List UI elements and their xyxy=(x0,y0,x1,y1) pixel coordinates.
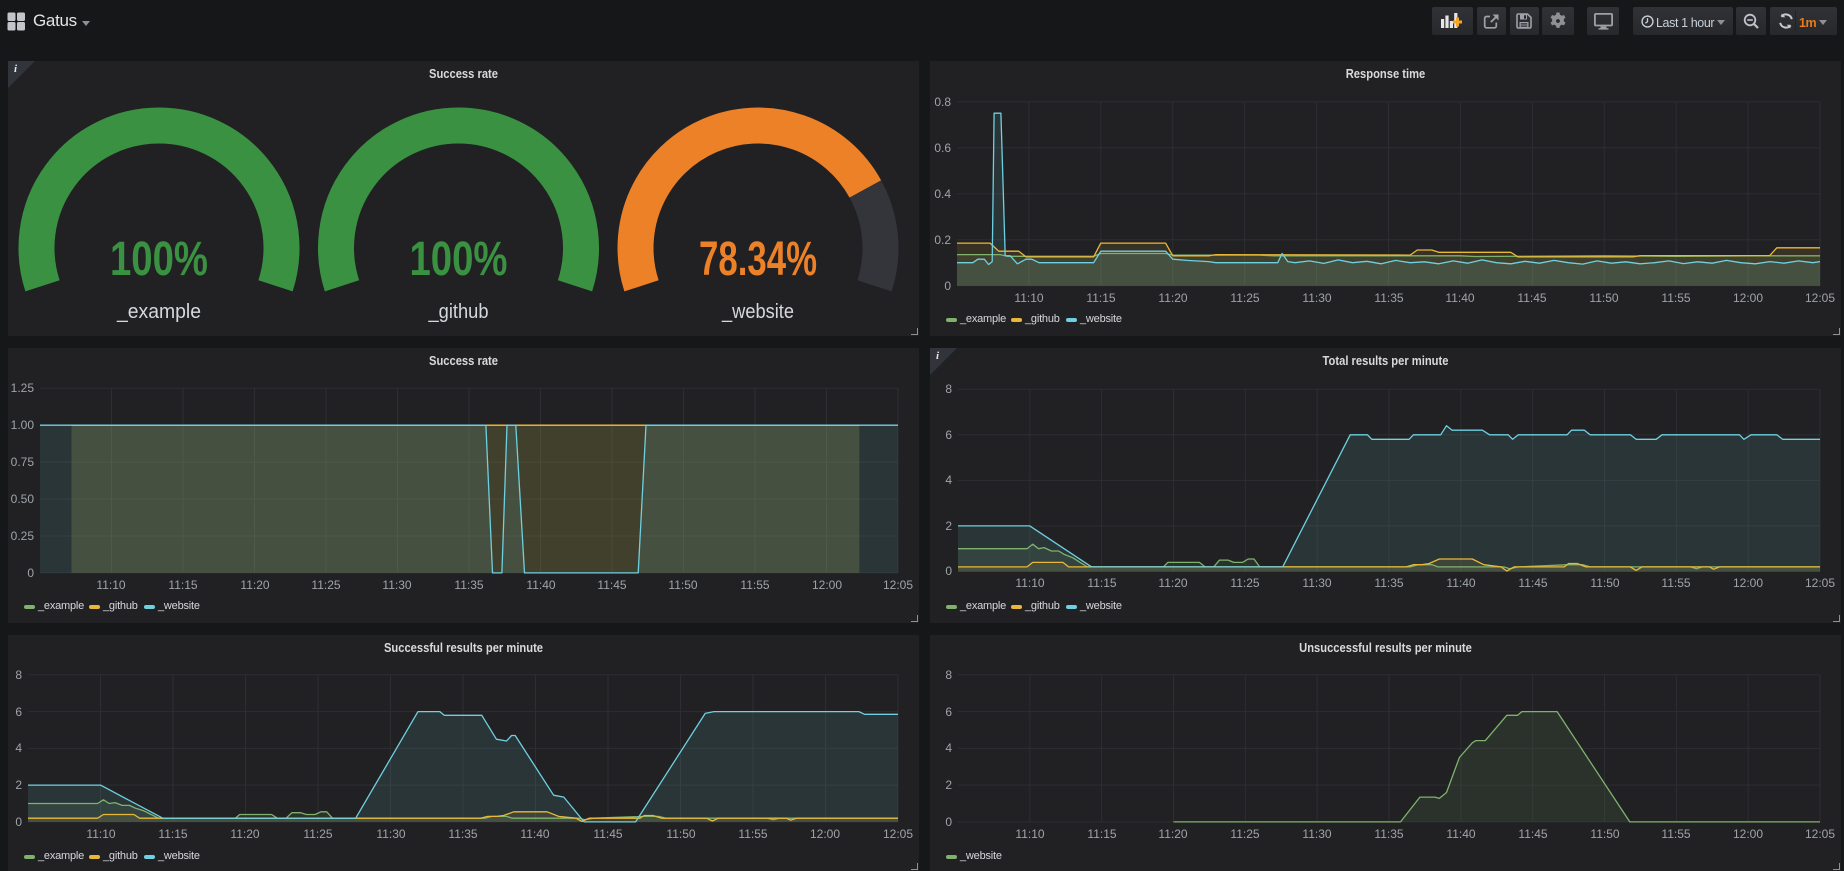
svg-text:100%: 100% xyxy=(410,233,508,286)
svg-text:_github: _github xyxy=(428,301,489,323)
svg-text:_example: _example xyxy=(116,301,201,323)
svg-text:78.34%: 78.34% xyxy=(699,233,817,286)
svg-text:100%: 100% xyxy=(110,233,208,286)
svg-text:_website: _website xyxy=(721,301,794,323)
